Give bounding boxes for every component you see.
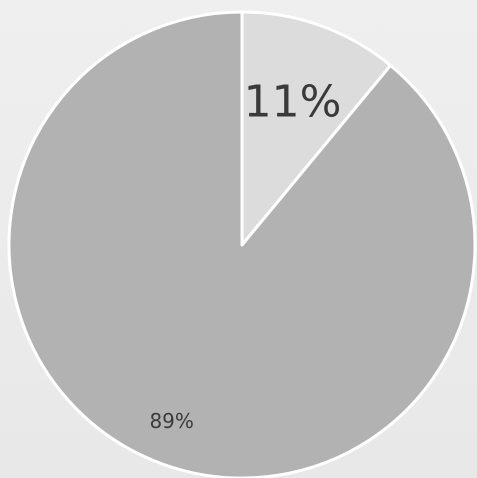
pie-label-0: 11%	[244, 77, 342, 128]
pie-slice-1	[7, 10, 477, 478]
pie-label-1: 89%	[149, 409, 193, 433]
pie-slices	[7, 10, 477, 478]
pie-slice-0	[240, 10, 393, 247]
pie-labels: 11% 89%	[149, 77, 341, 433]
